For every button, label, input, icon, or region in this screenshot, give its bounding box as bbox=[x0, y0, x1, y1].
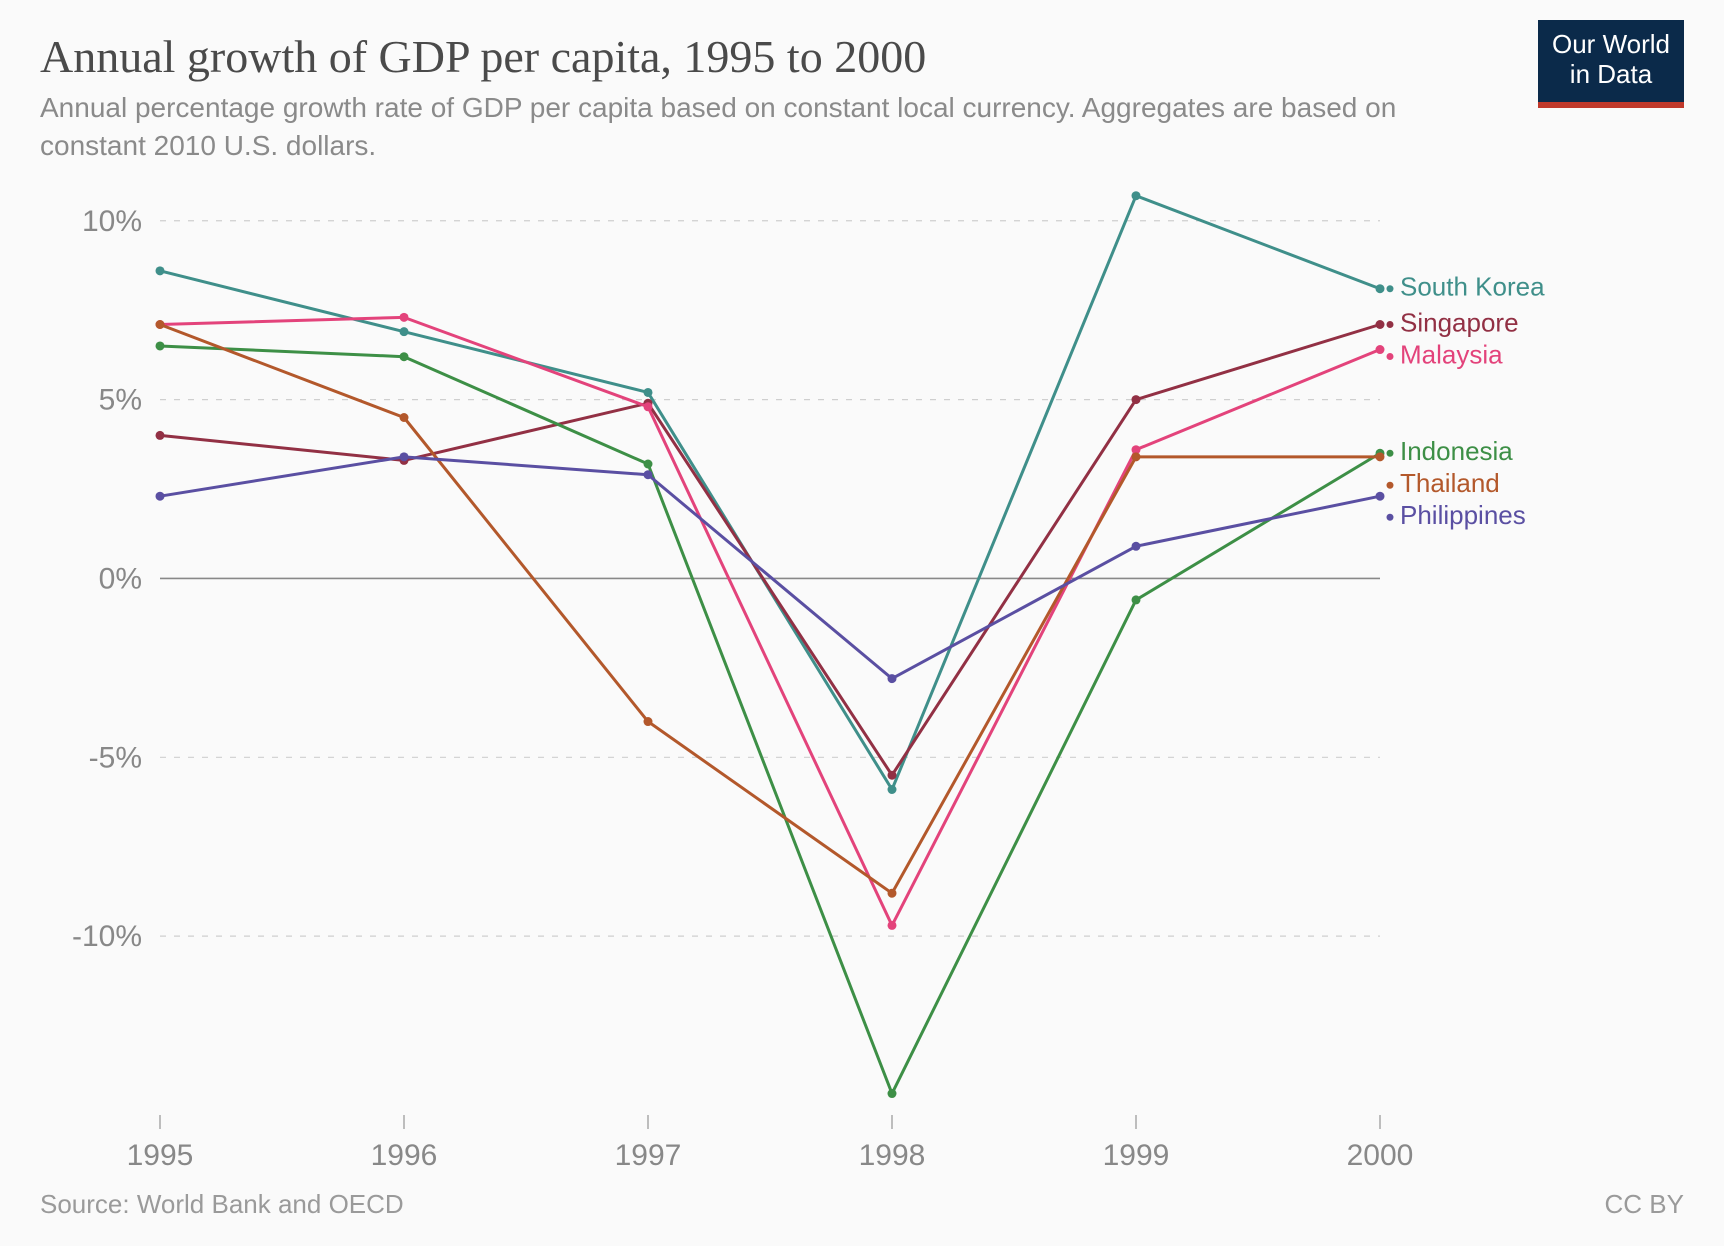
series-label: Singapore bbox=[1400, 307, 1519, 337]
logo-line2: in Data bbox=[1552, 60, 1670, 90]
series-marker bbox=[156, 320, 165, 329]
series-line bbox=[160, 317, 1380, 925]
chart-footer: Source: World Bank and OECD CC BY bbox=[40, 1189, 1684, 1220]
x-tick-label: 2000 bbox=[1347, 1139, 1414, 1172]
series-marker bbox=[156, 430, 165, 439]
series-label: Indonesia bbox=[1400, 436, 1513, 466]
series-line bbox=[160, 324, 1380, 775]
series-marker bbox=[1376, 284, 1385, 293]
series-line bbox=[160, 456, 1380, 678]
legend-marker bbox=[1387, 285, 1394, 292]
series-marker bbox=[888, 888, 897, 897]
y-tick-label: 10% bbox=[82, 204, 142, 237]
y-tick-label: -5% bbox=[89, 741, 142, 774]
series-marker bbox=[644, 388, 653, 397]
series-marker bbox=[1132, 452, 1141, 461]
chart-subtitle: Annual percentage growth rate of GDP per… bbox=[40, 89, 1440, 165]
series-marker bbox=[400, 452, 409, 461]
series-label: Philippines bbox=[1400, 500, 1526, 530]
series-marker bbox=[400, 352, 409, 361]
series-marker bbox=[1132, 595, 1141, 604]
line-chart-svg: -10% -5% 0% 5% 10% 1995 1996 1997 1998 1999 2000 So… bbox=[40, 185, 1610, 1195]
series-marker bbox=[644, 717, 653, 726]
x-tick-label: 1997 bbox=[615, 1139, 682, 1172]
series-marker bbox=[888, 1089, 897, 1098]
y-tick-label: 5% bbox=[99, 383, 142, 416]
series-marker bbox=[1376, 491, 1385, 500]
series-marker bbox=[156, 491, 165, 500]
x-tick-label: 1999 bbox=[1103, 1139, 1170, 1172]
legend-marker bbox=[1387, 513, 1394, 520]
logo-line1: Our World bbox=[1552, 30, 1670, 60]
chart-container: Our World in Data Annual growth of GDP p… bbox=[0, 0, 1724, 1246]
series-label: South Korea bbox=[1400, 271, 1545, 301]
x-tick-label: 1998 bbox=[859, 1139, 926, 1172]
legend-marker bbox=[1387, 449, 1394, 456]
legend-marker bbox=[1387, 353, 1394, 360]
series-marker bbox=[1376, 452, 1385, 461]
series-marker bbox=[156, 266, 165, 275]
series-marker bbox=[644, 459, 653, 468]
plot-area: -10% -5% 0% 5% 10% 1995 1996 1997 1998 1999 2000 So… bbox=[40, 185, 1684, 1195]
series-marker bbox=[400, 413, 409, 422]
series-marker bbox=[644, 470, 653, 479]
series-marker bbox=[1132, 191, 1141, 200]
series-marker bbox=[888, 921, 897, 930]
owid-logo: Our World in Data bbox=[1538, 20, 1684, 108]
source-label: Source: World Bank and OECD bbox=[40, 1189, 404, 1220]
series-label: Malaysia bbox=[1400, 339, 1503, 369]
license-label: CC BY bbox=[1605, 1189, 1684, 1220]
series-marker bbox=[1376, 320, 1385, 329]
series-marker bbox=[1132, 541, 1141, 550]
x-tick-label: 1996 bbox=[371, 1139, 438, 1172]
series-marker bbox=[400, 327, 409, 336]
series-marker bbox=[400, 312, 409, 321]
y-tick-label: -10% bbox=[72, 920, 142, 953]
series-marker bbox=[888, 770, 897, 779]
legend-marker bbox=[1387, 481, 1394, 488]
series-marker bbox=[1132, 395, 1141, 404]
series-marker bbox=[888, 785, 897, 794]
y-tick-label: 0% bbox=[99, 562, 142, 595]
series-marker bbox=[644, 402, 653, 411]
chart-title: Annual growth of GDP per capita, 1995 to… bbox=[40, 30, 1684, 83]
x-tick-label: 1995 bbox=[127, 1139, 194, 1172]
series-marker bbox=[888, 674, 897, 683]
series-marker bbox=[156, 341, 165, 350]
series-label: Thailand bbox=[1400, 468, 1500, 498]
series-marker bbox=[1376, 345, 1385, 354]
legend-marker bbox=[1387, 321, 1394, 328]
series-line bbox=[160, 324, 1380, 893]
series-line bbox=[160, 195, 1380, 789]
